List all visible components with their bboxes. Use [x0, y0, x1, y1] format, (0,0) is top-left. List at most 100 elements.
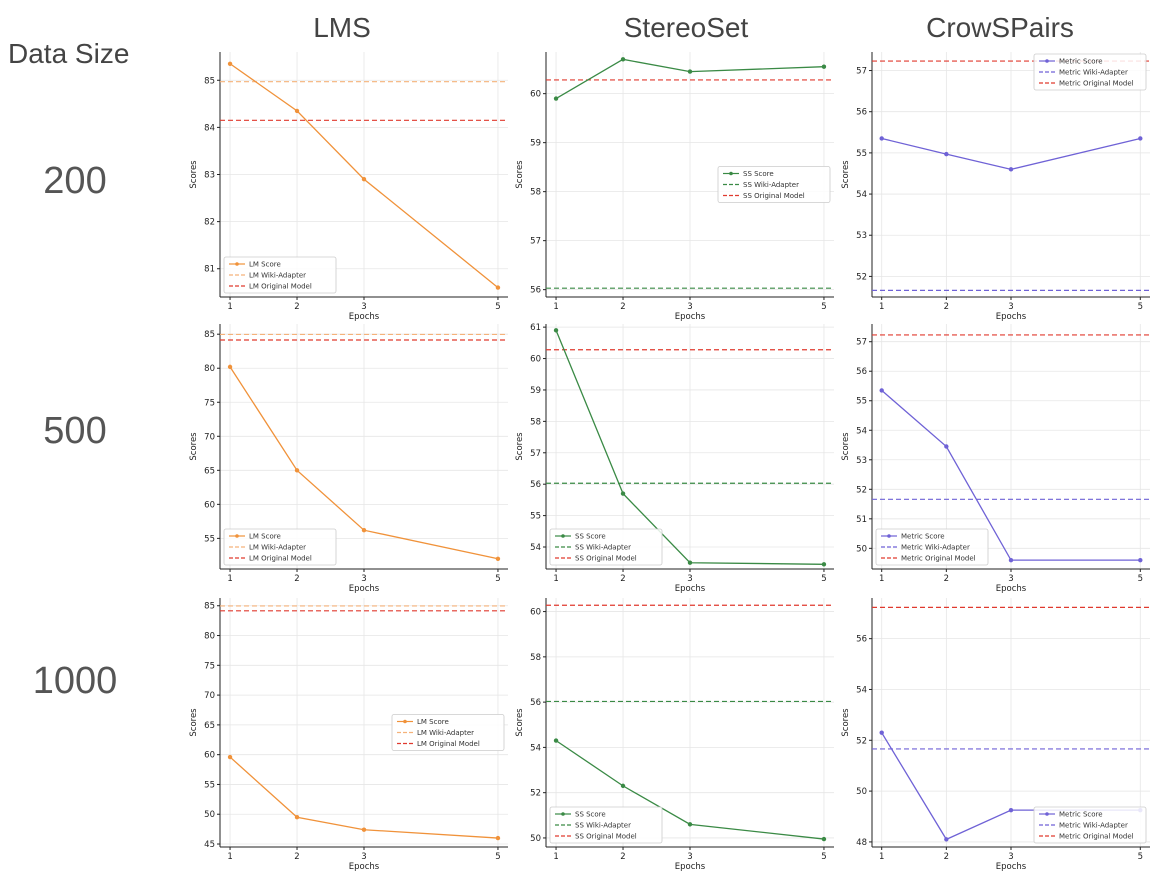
- score-point-crowspairs-200-0: [879, 136, 884, 141]
- legend-lms-200: [223, 256, 337, 294]
- legend-lms-500: [223, 528, 337, 566]
- y-tick-label-crowspairs-1000-4: 56: [856, 635, 867, 645]
- score-point-crowspairs-500-0: [879, 388, 884, 393]
- x-tick-label-lms-200-2: 3: [361, 302, 366, 312]
- y-axis-label-lms-500: Scores: [189, 432, 199, 461]
- legend-label-crowspairs-200-2: Metric Original Model: [1059, 80, 1134, 88]
- x-axis-label-stereoset-200: Epochs: [675, 312, 706, 322]
- legend-label-stereoset-1000-2: SS Original Model: [575, 833, 637, 841]
- legend-marker-crowspairs-500: [887, 534, 891, 538]
- chart-lms-1000: 45 50 55 60 65 70 75 80 85 1 2 3 5 Epochs Scores LM Sco…: [189, 598, 508, 872]
- legend-marker-stereoset-200: [729, 171, 733, 176]
- score-point-crowspairs-1000-2: [1008, 807, 1014, 813]
- score-point-lms-200-3: [495, 285, 501, 290]
- row-title-1000: 1000: [32, 660, 118, 702]
- x-axis-label-lms-1000: Epochs: [349, 862, 380, 872]
- x-tick-label-lms-1000-0: 1: [227, 852, 232, 862]
- legend-label-stereoset-500-2: SS Original Model: [575, 555, 637, 563]
- legend-label-crowspairs-200-0: Metric Score: [1059, 58, 1103, 66]
- score-line-lms-1000: [229, 756, 498, 839]
- legend-marker-lms-1000: [403, 719, 407, 724]
- y-tick-label-stereoset-1000-2: 54: [530, 743, 541, 753]
- legend-label-lms-200-2: LM Original Model: [249, 283, 312, 291]
- legend-marker-lms-500: [235, 534, 239, 538]
- y-tick-label-stereoset-500-2: 56: [530, 480, 541, 490]
- x-axis-label-crowspairs-1000: Epochs: [996, 862, 1027, 872]
- y-tick-label-lms-200-4: 85: [204, 76, 215, 86]
- y-tick-label-stereoset-500-0: 54: [530, 543, 541, 553]
- x-tick-label-stereoset-200-3: 5: [821, 302, 826, 312]
- x-tick-label-crowspairs-500-1: 2: [944, 574, 949, 584]
- x-tick-label-crowspairs-500-0: 1: [879, 574, 884, 584]
- chart-lms-200: 81 82 83 84 85 1 2 3 5 Epochs Scores LM Score LM Wik…: [189, 52, 508, 322]
- legend-crowspairs-200: [1033, 53, 1147, 91]
- y-axis-label-lms-1000: Scores: [189, 708, 199, 737]
- y-tick-label-lms-1000-8: 85: [204, 602, 215, 612]
- legend-label-stereoset-1000-0: SS Score: [575, 811, 606, 819]
- y-tick-label-stereoset-200-3: 59: [530, 139, 541, 149]
- score-point-stereoset-500-3: [821, 562, 827, 567]
- y-tick-label-crowspairs-500-5: 55: [856, 397, 867, 407]
- y-axis-label-lms-200: Scores: [189, 160, 199, 189]
- legend-marker-stereoset-1000: [561, 812, 565, 816]
- y-tick-label-lms-1000-7: 80: [204, 632, 215, 642]
- score-point-lms-500-1: [294, 468, 300, 473]
- x-tick-label-crowspairs-1000-2: 3: [1008, 852, 1013, 862]
- legend-label-lms-500-2: LM Original Model: [249, 555, 312, 563]
- y-tick-label-crowspairs-200-5: 57: [856, 67, 867, 77]
- y-tick-label-stereoset-200-0: 56: [530, 286, 541, 296]
- legend-label-crowspairs-500-0: Metric Score: [901, 533, 945, 541]
- row-header-label: Data Size: [8, 38, 130, 69]
- score-point-stereoset-1000-2: [687, 822, 693, 827]
- y-tick-label-lms-1000-5: 70: [204, 691, 215, 701]
- y-tick-label-crowspairs-500-3: 53: [856, 456, 867, 466]
- y-tick-label-crowspairs-1000-1: 50: [856, 787, 867, 797]
- y-axis-label-crowspairs-200: Scores: [841, 160, 851, 189]
- score-point-crowspairs-1000-1: [944, 837, 949, 842]
- y-tick-label-stereoset-500-1: 55: [530, 512, 541, 522]
- y-tick-label-crowspairs-1000-0: 48: [856, 838, 867, 848]
- y-tick-label-lms-200-3: 84: [204, 123, 215, 133]
- score-line-lms-500: [229, 366, 499, 560]
- legend-label-lms-500-0: LM Score: [249, 533, 281, 541]
- y-tick-label-crowspairs-200-0: 52: [856, 272, 867, 282]
- score-point-lms-500-3: [495, 556, 501, 561]
- score-point-stereoset-200-1: [620, 57, 626, 62]
- legend-label-stereoset-200-1: SS Wiki-Adapter: [743, 181, 799, 189]
- score-line-stereoset-1000: [555, 740, 825, 840]
- score-line-stereoset-500: [555, 330, 824, 565]
- legend-label-crowspairs-500-1: Metric Wiki-Adapter: [901, 544, 970, 552]
- x-tick-label-lms-1000-2: 3: [361, 852, 366, 862]
- score-point-lms-200-1: [294, 108, 300, 114]
- x-tick-label-stereoset-500-0: 1: [553, 574, 558, 584]
- score-point-stereoset-200-2: [687, 69, 693, 74]
- x-axis-label-lms-200: Epochs: [349, 312, 380, 322]
- score-point-lms-1000-3: [495, 835, 501, 841]
- x-tick-label-crowspairs-1000-3: 5: [1138, 852, 1143, 862]
- chart-crowspairs-200: 52 53 54 55 56 57 1 2 3 5 Epochs Scores Metric Score…: [841, 52, 1150, 322]
- y-tick-label-lms-200-1: 82: [204, 218, 215, 228]
- score-point-stereoset-1000-1: [620, 783, 626, 789]
- legend-stereoset-1000: [549, 806, 663, 844]
- y-tick-label-lms-500-3: 70: [204, 432, 215, 442]
- y-axis-label-crowspairs-500: Scores: [841, 432, 851, 461]
- score-point-crowspairs-200-3: [1138, 136, 1143, 141]
- legend-label-crowspairs-200-1: Metric Wiki-Adapter: [1059, 69, 1128, 77]
- score-line-crowspairs-200: [881, 137, 1141, 171]
- y-tick-label-lms-1000-0: 45: [204, 840, 215, 850]
- row-title-200: 200: [43, 160, 107, 202]
- legend-label-crowspairs-1000-2: Metric Original Model: [1059, 833, 1134, 841]
- x-tick-label-crowspairs-1000-0: 1: [879, 852, 884, 862]
- score-point-stereoset-500-2: [687, 560, 693, 565]
- x-tick-label-lms-500-3: 5: [495, 574, 500, 584]
- score-point-lms-200-0: [227, 61, 233, 66]
- x-tick-label-lms-1000-3: 5: [495, 852, 500, 862]
- y-tick-label-lms-1000-6: 75: [204, 661, 215, 671]
- y-tick-label-stereoset-200-1: 57: [530, 237, 541, 247]
- score-point-lms-500-0: [227, 364, 233, 370]
- x-tick-label-stereoset-1000-0: 1: [553, 852, 558, 862]
- score-point-crowspairs-1000-0: [879, 730, 884, 735]
- legend-lms-1000: [391, 714, 505, 751]
- score-point-crowspairs-200-1: [944, 151, 949, 157]
- y-tick-label-stereoset-1000-1: 52: [530, 789, 541, 799]
